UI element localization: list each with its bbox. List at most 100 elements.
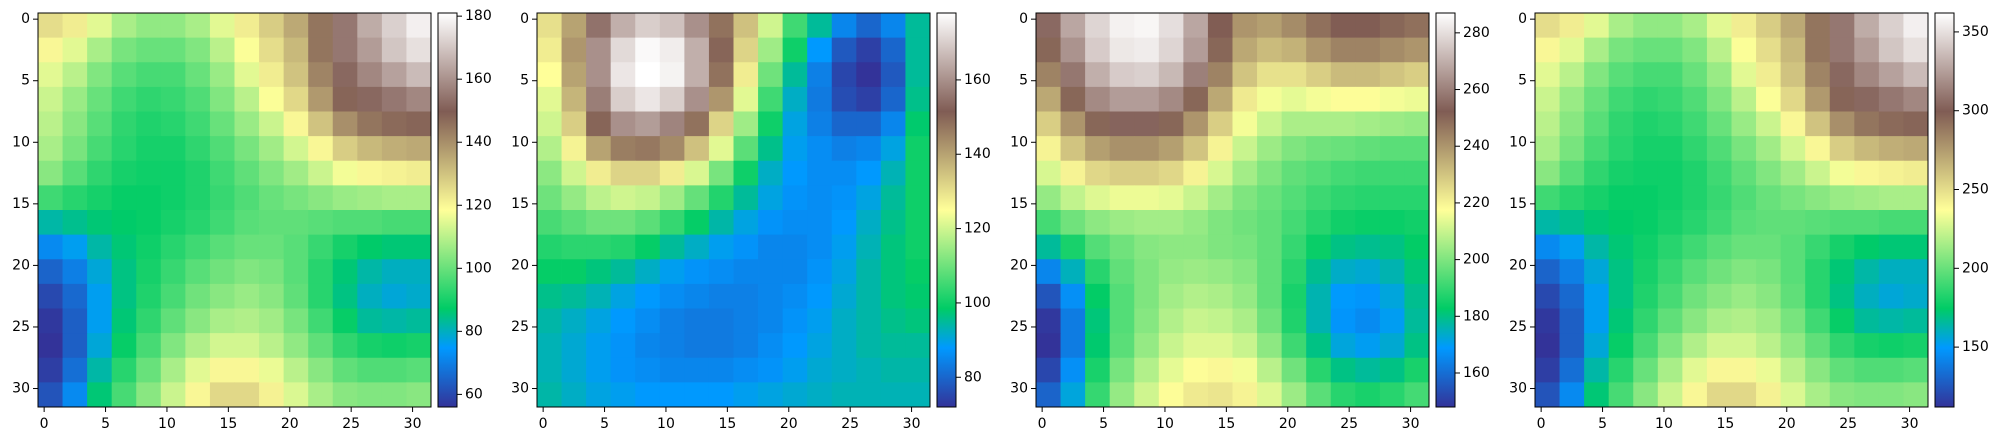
- heatmap-cell: [1330, 160, 1356, 186]
- heatmap-cell: [259, 160, 285, 186]
- heatmap-cell: [1731, 259, 1757, 285]
- heatmap-cell: [308, 283, 334, 309]
- heatmap-cell: [308, 308, 334, 334]
- heatmap-cell: [38, 86, 63, 112]
- heatmap-cell: [856, 37, 882, 63]
- heatmap-cell: [733, 382, 759, 408]
- heatmap-cell: [259, 210, 285, 236]
- colorbar-tick-label: 80: [465, 323, 483, 339]
- heatmap-cell: [1085, 62, 1111, 88]
- heatmap-cell: [1756, 136, 1782, 162]
- heatmap-cell: [1036, 136, 1061, 162]
- heatmap-cell: [1584, 308, 1610, 334]
- heatmap-cell: [1134, 308, 1160, 334]
- heatmap-cell: [1379, 283, 1405, 309]
- heatmap-cell: [1109, 13, 1135, 39]
- heatmap-cell: [283, 234, 309, 260]
- heatmap-cell: [185, 234, 211, 260]
- heatmap-cell: [1036, 37, 1061, 63]
- heatmap-cell: [111, 136, 137, 162]
- heatmap-cell: [1731, 136, 1757, 162]
- heatmap-cell: [1158, 111, 1184, 137]
- colorbar-tick-label: 140: [964, 146, 991, 162]
- heatmap-cell: [807, 382, 833, 408]
- heatmap-cell: [406, 136, 432, 162]
- heatmap-cell: [1207, 357, 1233, 383]
- heatmap-cell: [259, 185, 285, 211]
- x-tick-label: 20: [780, 416, 798, 432]
- heatmap-cell: [1731, 308, 1757, 334]
- heatmap-cell: [209, 357, 235, 383]
- heatmap-cell: [758, 86, 784, 112]
- colorbar: [1435, 12, 1456, 408]
- y-tick-label: 15: [1010, 196, 1028, 212]
- heatmap-cell: [905, 185, 931, 211]
- heatmap-cell: [1756, 13, 1782, 39]
- y-tick-label: 20: [1509, 257, 1527, 273]
- heatmap-cell: [758, 234, 784, 260]
- x-tick-label: 10: [1655, 416, 1673, 432]
- heatmap-cell: [1060, 210, 1086, 236]
- heatmap-cell: [1134, 136, 1160, 162]
- heatmap-cell: [782, 308, 808, 334]
- heatmap-cell: [1134, 234, 1160, 260]
- heatmap-cell: [1330, 357, 1356, 383]
- heatmap-cell: [234, 37, 260, 63]
- heatmap-cell: [234, 160, 260, 186]
- heatmap-cell: [684, 62, 710, 88]
- heatmap-cell: [1829, 111, 1855, 137]
- heatmap-cell: [1232, 283, 1258, 309]
- heatmap-cell: [381, 37, 407, 63]
- heatmap-cell: [1183, 160, 1209, 186]
- heatmap-cell: [38, 210, 63, 236]
- heatmap-cell: [1036, 185, 1061, 211]
- heatmap-cell: [684, 136, 710, 162]
- heatmap-cell: [708, 234, 734, 260]
- heatmap-cell: [1903, 86, 1929, 112]
- heatmap-cell: [1854, 234, 1880, 260]
- heatmap-cell: [1829, 382, 1855, 408]
- heatmap-cell: [1330, 382, 1356, 408]
- heatmap-cell: [1183, 382, 1209, 408]
- heatmap-cell: [1281, 259, 1307, 285]
- heatmap-cell: [1355, 86, 1381, 112]
- heatmap-cell: [234, 333, 260, 359]
- heatmap-cell: [1158, 37, 1184, 63]
- heatmap-cell: [586, 111, 612, 137]
- heatmap-cell: [259, 382, 285, 408]
- heatmap-cell: [1780, 86, 1806, 112]
- heatmap-cell: [659, 357, 685, 383]
- heatmap-cell: [1183, 308, 1209, 334]
- heatmap-cell: [1584, 283, 1610, 309]
- heatmap-cell: [1134, 333, 1160, 359]
- heatmap-cell: [807, 136, 833, 162]
- y-tick-label: 30: [1509, 381, 1527, 397]
- heatmap-cell: [1706, 136, 1732, 162]
- heatmap-cell: [1731, 62, 1757, 88]
- heatmap-cell: [1281, 37, 1307, 63]
- heatmap-cell: [537, 13, 562, 39]
- heatmap-cell: [807, 308, 833, 334]
- heatmap-cell: [87, 37, 113, 63]
- x-tick-label: 30: [903, 416, 921, 432]
- heatmap-cell: [1330, 259, 1356, 285]
- heatmap-cell: [1608, 111, 1634, 137]
- heatmap-cell: [234, 86, 260, 112]
- heatmap-cell: [62, 259, 88, 285]
- axes-frame: [37, 12, 432, 408]
- heatmap-cell: [259, 86, 285, 112]
- heatmap-cell: [1330, 234, 1356, 260]
- heatmap-cell: [111, 210, 137, 236]
- heatmap-cell: [1306, 136, 1332, 162]
- heatmap-cell: [586, 160, 612, 186]
- heatmap-cell: [136, 283, 162, 309]
- heatmap-cell: [905, 308, 931, 334]
- x-tick-label: 15: [718, 416, 736, 432]
- heatmap-cell: [1355, 283, 1381, 309]
- heatmap-cell: [635, 333, 661, 359]
- heatmap-cell: [1559, 136, 1585, 162]
- heatmap-cell: [234, 234, 260, 260]
- heatmap-cell: [1559, 86, 1585, 112]
- heatmap-cell: [1085, 160, 1111, 186]
- heatmap-cell: [1559, 308, 1585, 334]
